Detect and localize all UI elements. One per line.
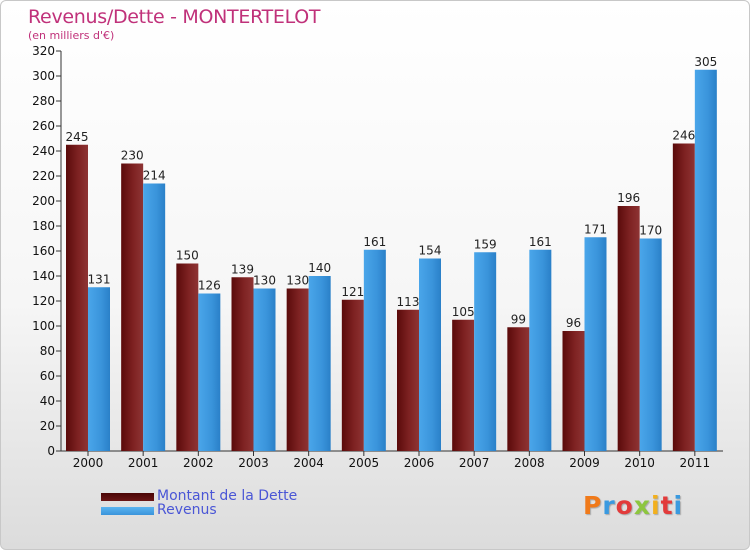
y-tick-label: 0 [47, 444, 55, 458]
bar-revenus [584, 237, 607, 451]
x-tick-label: 2008 [514, 456, 545, 470]
bar-revenus [474, 252, 497, 451]
bar-revenus [694, 69, 717, 451]
bar-revenus [143, 183, 166, 451]
bar-dette [397, 309, 419, 451]
x-tick-label: 2001 [128, 456, 159, 470]
data-label-revenus: 130 [253, 274, 276, 288]
y-tick-label: 220 [32, 169, 55, 183]
bar-revenus [308, 276, 331, 451]
x-tick-label: 2002 [183, 456, 214, 470]
data-label-revenus: 214 [143, 169, 166, 183]
data-label-revenus: 131 [88, 272, 111, 286]
y-tick-label: 120 [32, 294, 55, 308]
y-tick-label: 80 [40, 344, 55, 358]
bar-dette [231, 277, 254, 451]
data-label-dette: 96 [566, 316, 581, 330]
data-label-revenus: 161 [529, 235, 552, 249]
bar-dette [452, 319, 475, 451]
x-tick-label: 2004 [293, 456, 324, 470]
chart-subtitle: (en milliers d'€) [28, 29, 115, 42]
y-tick-label: 140 [32, 269, 55, 283]
bar-dette [121, 163, 144, 451]
bar-dette [617, 206, 640, 451]
data-label-revenus: 159 [474, 237, 497, 251]
y-tick-label: 280 [32, 94, 55, 108]
data-label-dette: 139 [231, 262, 254, 276]
data-label-dette: 130 [286, 274, 309, 288]
y-tick-label: 300 [32, 69, 55, 83]
bar-dette [507, 327, 530, 451]
data-label-revenus: 305 [694, 55, 717, 69]
data-label-dette: 245 [66, 130, 89, 144]
bars [66, 69, 717, 451]
data-label-revenus: 161 [363, 235, 386, 249]
legend-label-revenus: Revenus [157, 502, 217, 518]
data-label-dette: 150 [176, 249, 199, 263]
x-tick-label: 2000 [73, 456, 104, 470]
chart-title: Revenus/Dette - MONTERTELOT [28, 6, 321, 28]
y-tick-label: 320 [32, 44, 55, 58]
y-tick-label: 40 [40, 394, 55, 408]
y-tick-label: 20 [40, 419, 55, 433]
data-label-dette: 196 [617, 191, 640, 205]
x-tick-label: 2006 [404, 456, 435, 470]
data-label-dette: 246 [672, 129, 695, 143]
x-tick-label: 2007 [459, 456, 490, 470]
data-label-dette: 121 [341, 285, 364, 299]
y-tick-label: 160 [32, 244, 55, 258]
x-tick-label: 2005 [349, 456, 380, 470]
bar-revenus [529, 249, 552, 451]
data-label-revenus: 126 [198, 279, 221, 293]
legend-swatch-dette [101, 493, 154, 501]
x-tick-label: 2003 [238, 456, 269, 470]
bar-dette [341, 299, 364, 451]
data-label-dette: 113 [397, 295, 420, 309]
data-label-dette: 230 [121, 149, 144, 163]
proxiti-logo: Proxiti [583, 491, 684, 520]
x-tick-label: 2010 [624, 456, 655, 470]
axes: 0 20 40 60 80 100 120 140 160 180 200 220 240 260 280 3… [32, 44, 723, 470]
y-tick-label: 240 [32, 144, 55, 158]
bar-revenus [363, 249, 386, 451]
data-label-revenus: 170 [639, 224, 662, 238]
bar-dette [672, 143, 695, 451]
bar-revenus [198, 293, 221, 451]
data-label-dette: 105 [452, 305, 475, 319]
x-tick-label: 2009 [569, 456, 600, 470]
y-tick-label: 260 [32, 119, 55, 133]
x-tick-label: 2011 [680, 456, 711, 470]
bar-dette [286, 288, 309, 451]
bar-revenus [639, 238, 662, 451]
bar-revenus [88, 287, 110, 451]
y-tick-label: 60 [40, 369, 55, 383]
legend-label-dette: Montant de la Dette [157, 488, 298, 504]
y-tick-label: 180 [32, 219, 55, 233]
bar-dette [66, 144, 88, 451]
data-label-revenus: 171 [584, 222, 607, 236]
legend-swatch-revenus [101, 507, 154, 515]
bar-dette [176, 263, 199, 451]
bar-revenus [419, 258, 441, 451]
y-tick-label: 200 [32, 194, 55, 208]
data-label-dette: 99 [511, 312, 526, 326]
data-label-revenus: 140 [308, 261, 331, 275]
bar-dette [562, 331, 585, 451]
data-label-revenus: 154 [419, 244, 442, 258]
bar-revenus [253, 288, 276, 451]
y-tick-label: 100 [32, 319, 55, 333]
